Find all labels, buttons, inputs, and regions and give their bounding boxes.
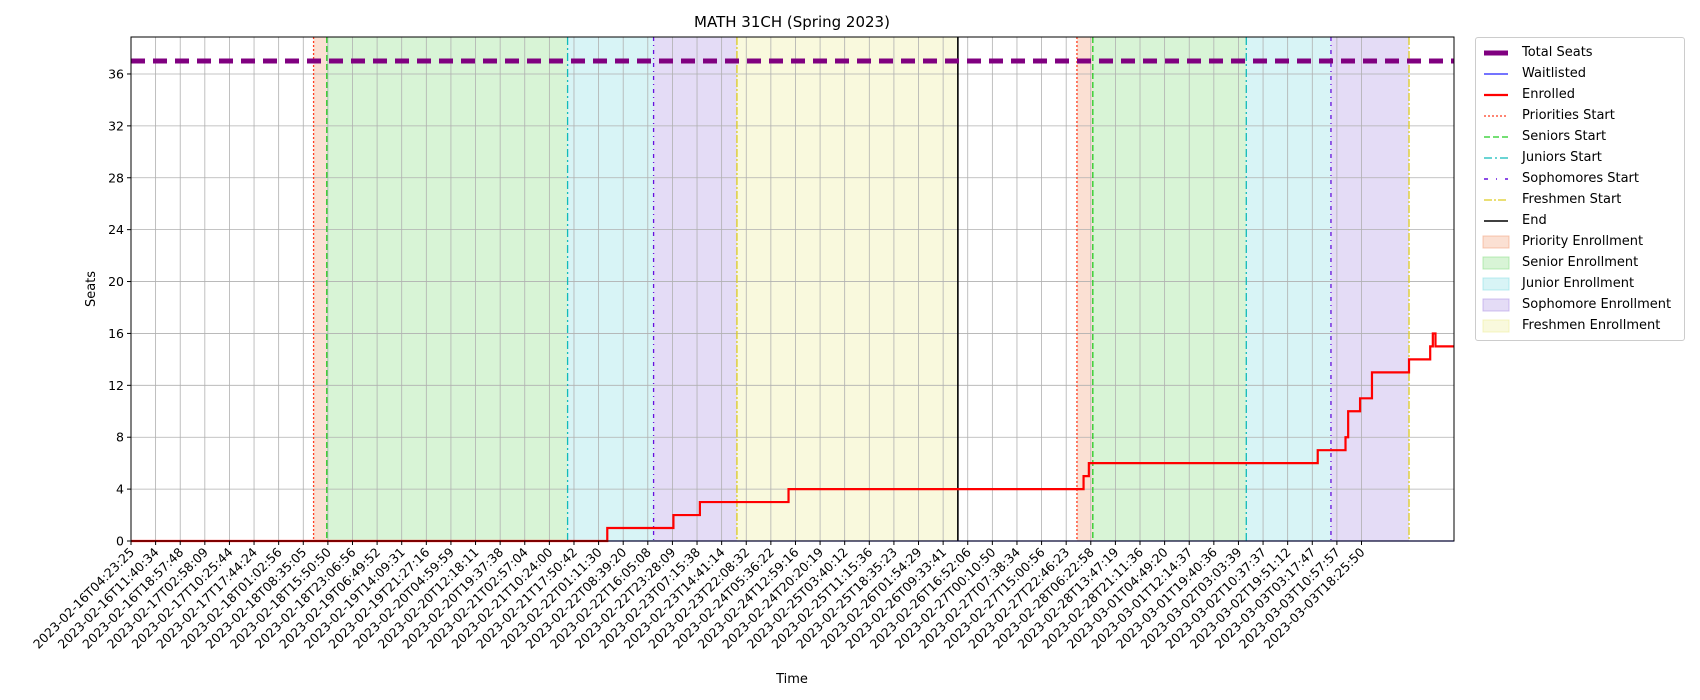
legend-item-sophomore-enrollment: Sophomore Enrollment bbox=[1482, 294, 1678, 315]
plot-frame bbox=[130, 36, 1455, 542]
region-sophomore-enrollment bbox=[1330, 37, 1410, 541]
region-priority-enrollment bbox=[313, 37, 327, 541]
y-tick-label: 28 bbox=[108, 170, 124, 185]
legend-item-senior-enrollment: Senior Enrollment bbox=[1482, 252, 1678, 273]
y-tick-label: 4 bbox=[116, 482, 124, 497]
phase-lines bbox=[312, 37, 1410, 541]
region-priority-enrollment bbox=[1076, 37, 1093, 541]
legend-item-freshmen-enrollment: Freshmen Enrollment bbox=[1482, 315, 1678, 336]
y-tick-label: 36 bbox=[108, 66, 124, 81]
region-junior-enrollment bbox=[567, 37, 654, 541]
legend-item-juniors-start: Juniors Start bbox=[1484, 150, 1602, 165]
region-freshmen-enrollment bbox=[736, 37, 958, 541]
region-junior-enrollment bbox=[1246, 37, 1331, 541]
y-tick-label: 20 bbox=[108, 274, 124, 289]
legend: Total Seats Waitlisted Enrolled Prioriti… bbox=[1475, 37, 1685, 341]
y-tick-label: 12 bbox=[108, 378, 124, 393]
legend-item-end: End bbox=[1484, 213, 1547, 228]
y-tick-label: 16 bbox=[108, 326, 124, 341]
y-axis-ticks: 0 4 8 12 16 20 24 28 32 36 bbox=[108, 66, 131, 549]
series-enrolled bbox=[131, 332, 1454, 543]
legend-item-total-seats: Total Seats bbox=[1484, 45, 1593, 60]
y-axis-label: Seats bbox=[84, 271, 99, 307]
legend-item-junior-enrollment: Junior Enrollment bbox=[1482, 273, 1678, 294]
enrollment-regions bbox=[313, 37, 1410, 541]
legend-item-seniors-start: Seniors Start bbox=[1484, 129, 1607, 144]
region-senior-enrollment bbox=[326, 37, 568, 541]
legend-item-priorities-start: Priorities Start bbox=[1484, 108, 1615, 123]
y-tick-label: 32 bbox=[108, 118, 124, 133]
legend-item-enrolled: Enrolled bbox=[1484, 87, 1575, 102]
legend-item-sophomores-start: Sophomores Start bbox=[1484, 171, 1639, 186]
region-senior-enrollment bbox=[1092, 37, 1247, 541]
x-axis-label: Time bbox=[775, 672, 808, 687]
region-sophomore-enrollment bbox=[653, 37, 737, 541]
y-tick-label: 0 bbox=[116, 534, 124, 549]
legend-item-freshmen-start: Freshmen Start bbox=[1484, 192, 1622, 207]
x-axis-ticks: 2023-02-16T04:23:252023-02-16T11:40:3420… bbox=[30, 541, 1368, 652]
chart-title: MATH 31CH (Spring 2023) bbox=[694, 13, 890, 31]
legend-item-priority-enrollment: Priority Enrollment bbox=[1482, 231, 1678, 252]
y-tick-label: 8 bbox=[116, 430, 124, 445]
legend-item-waitlisted: Waitlisted bbox=[1484, 66, 1587, 81]
y-tick-label: 24 bbox=[108, 222, 124, 237]
